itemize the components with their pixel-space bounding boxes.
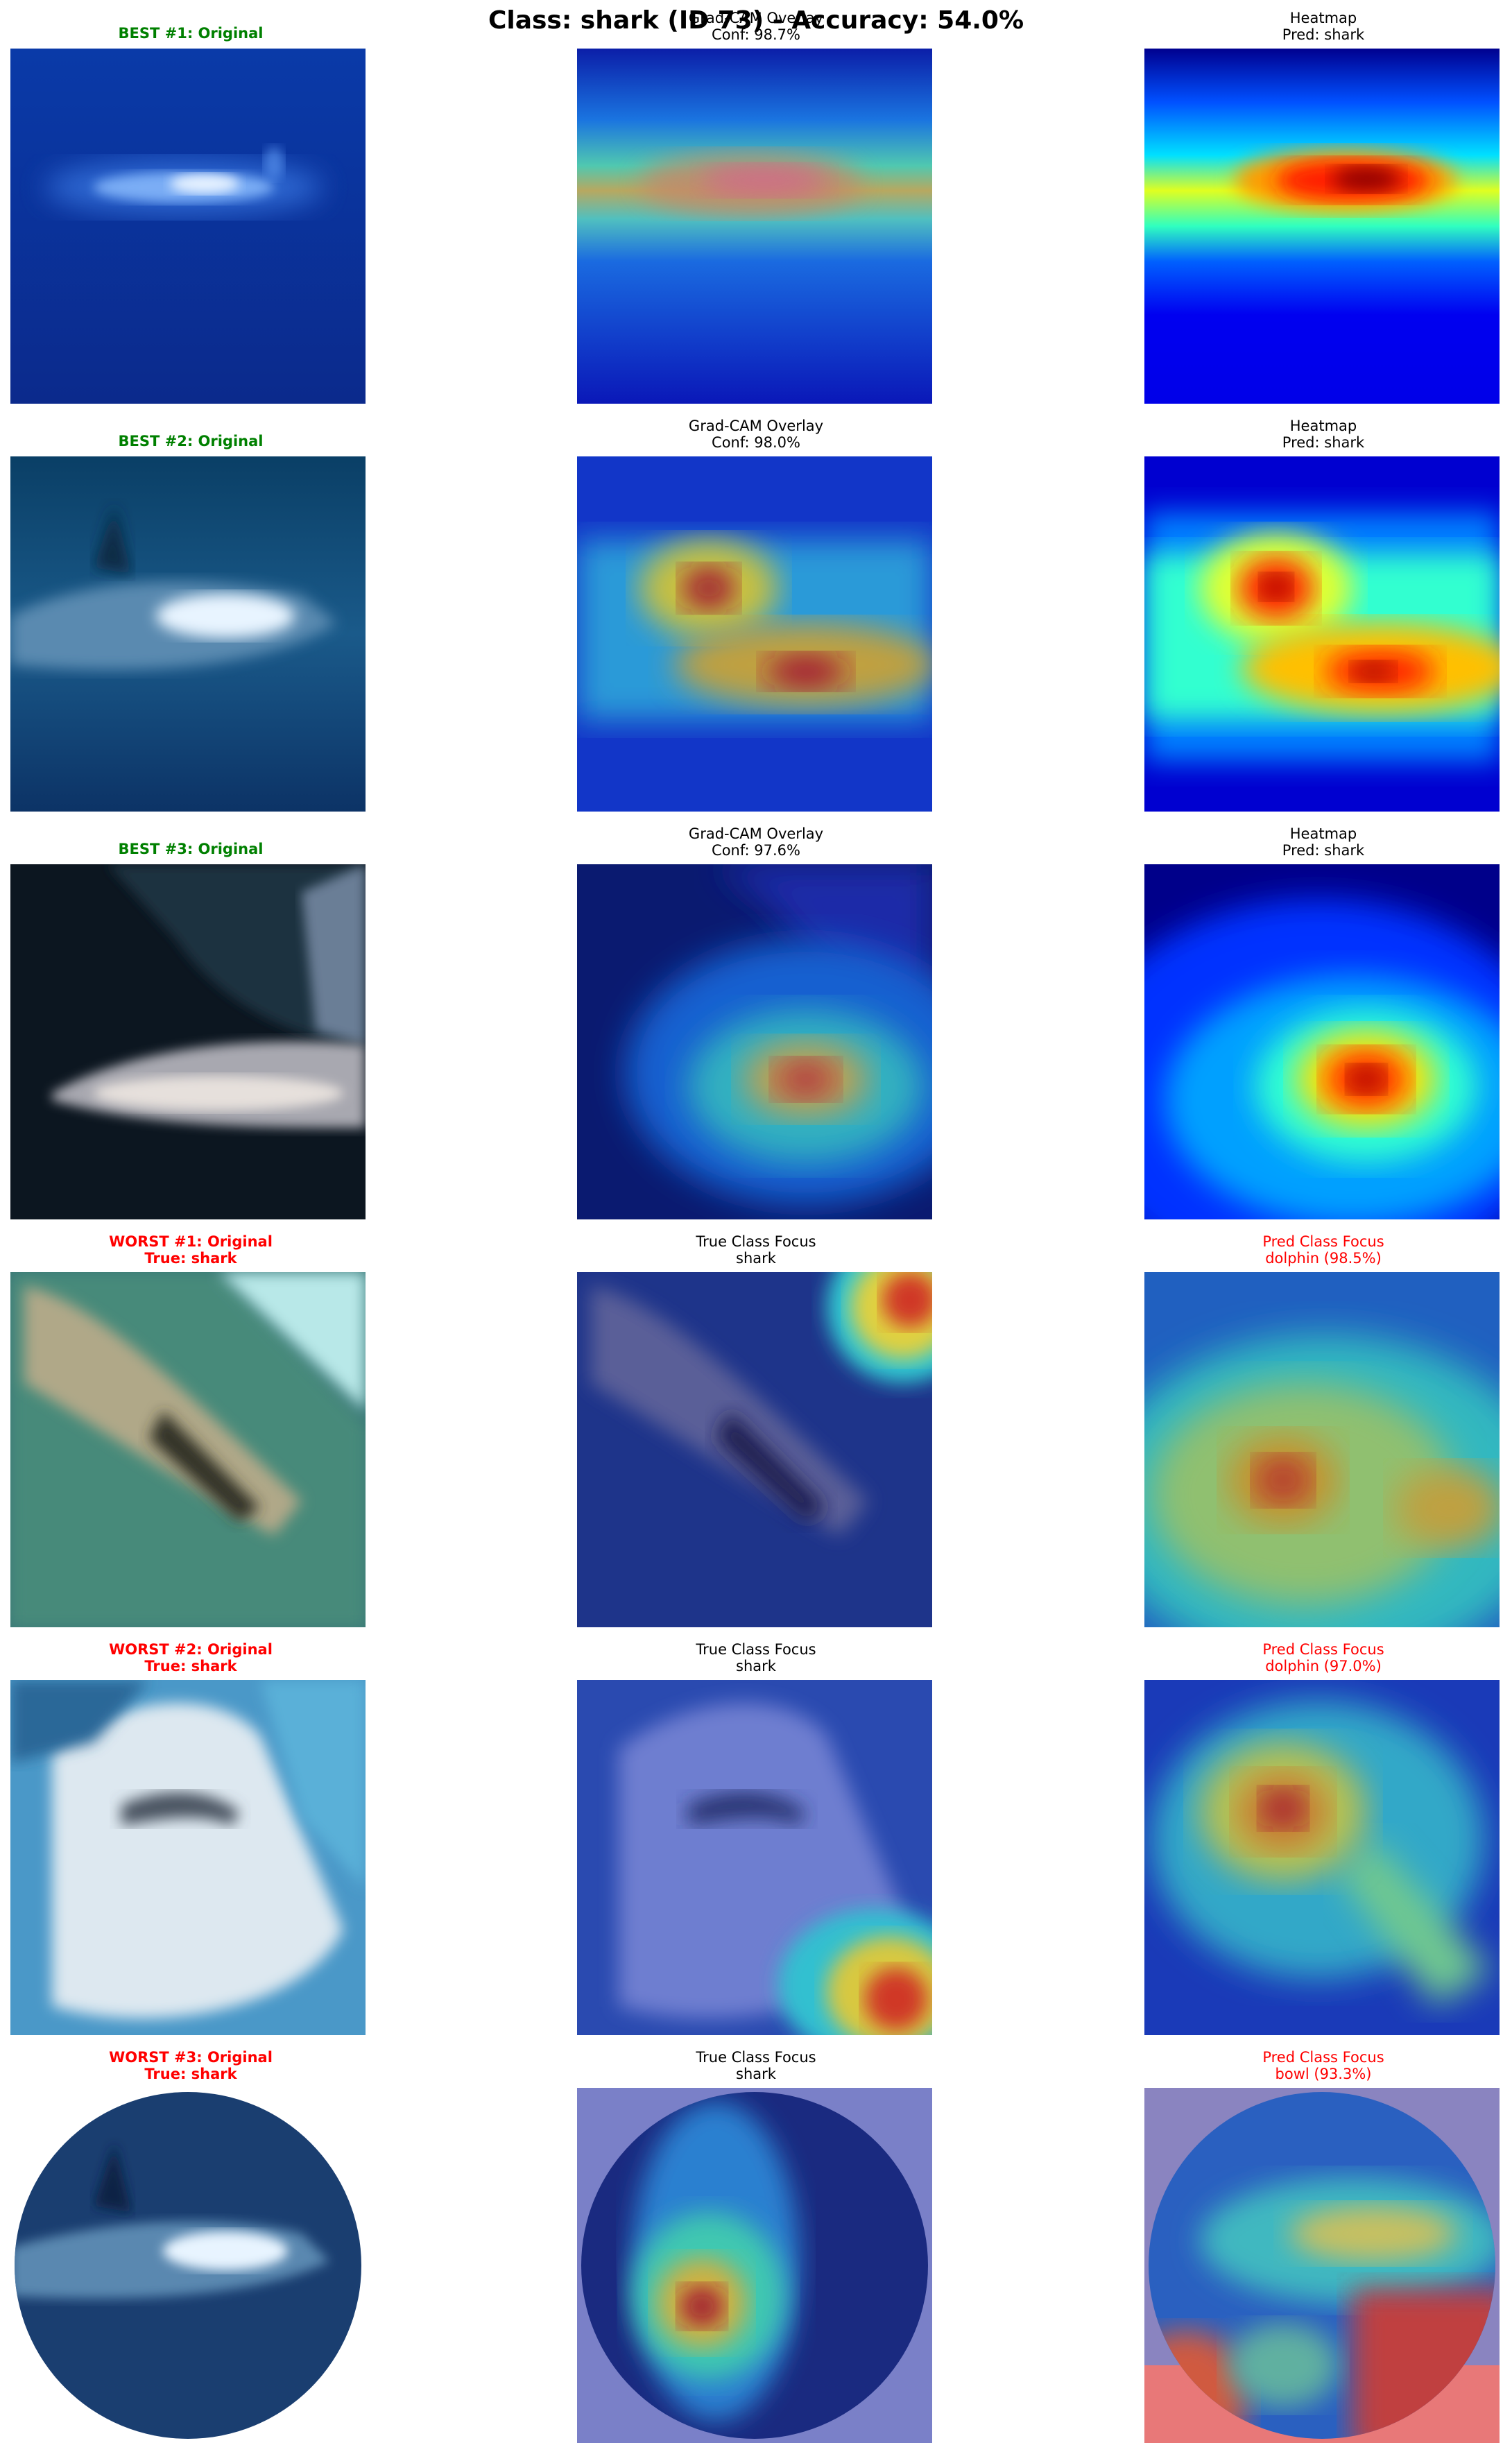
best-2-original-title: BEST #2: Original	[10, 433, 371, 449]
best-1-original-image	[10, 49, 366, 404]
best-3-original-title: BEST #3: Original	[10, 841, 371, 857]
worst-1-original-image	[10, 1272, 366, 1627]
best-2-original-image	[10, 456, 366, 812]
worst-3-true-focus	[577, 2088, 932, 2443]
worst-1-pred-focus	[1144, 1272, 1500, 1627]
worst-2-original-title: WORST #2: Original True: shark	[10, 1641, 371, 1674]
worst-2-true-focus	[577, 1680, 932, 2035]
worst-1-true-focus-title: True Class Focus shark	[576, 1233, 936, 1267]
worst-3-pred-focus-title: Pred Class Focus bowl (93.3%)	[1143, 2049, 1504, 2082]
worst-3-pred-focus	[1144, 2088, 1500, 2443]
worst-3-original-image	[10, 2088, 366, 2443]
best-2-gradcam-overlay	[577, 456, 932, 812]
best-3-original-image	[10, 864, 366, 1219]
best-2-overlay-title: Grad-CAM Overlay Conf: 98.0%	[576, 418, 936, 451]
best-3-heatmap	[1144, 864, 1500, 1219]
best-3-heatmap-title: Heatmap Pred: shark	[1143, 825, 1504, 859]
best-3-overlay-title: Grad-CAM Overlay Conf: 97.6%	[576, 825, 936, 859]
worst-1-true-focus	[577, 1272, 932, 1627]
best-1-original-title: BEST #1: Original	[10, 25, 371, 42]
worst-1-pred-focus-title: Pred Class Focus dolphin (98.5%)	[1143, 1233, 1504, 1267]
worst-2-pred-focus-title: Pred Class Focus dolphin (97.0%)	[1143, 1641, 1504, 1674]
worst-3-original-title: WORST #3: Original True: shark	[10, 2049, 371, 2082]
best-1-gradcam-overlay	[577, 49, 932, 404]
best-1-overlay-title: Grad-CAM Overlay Conf: 98.7%	[576, 10, 936, 43]
worst-3-true-focus-title: True Class Focus shark	[576, 2049, 936, 2082]
worst-1-original-title: WORST #1: Original True: shark	[10, 1233, 371, 1267]
best-1-heatmap-title: Heatmap Pred: shark	[1143, 10, 1504, 43]
worst-2-pred-focus	[1144, 1680, 1500, 2035]
worst-2-original-image	[10, 1680, 366, 2035]
best-3-gradcam-overlay	[577, 864, 932, 1219]
worst-2-true-focus-title: True Class Focus shark	[576, 1641, 936, 1674]
best-2-heatmap	[1144, 456, 1500, 812]
best-1-heatmap	[1144, 49, 1500, 404]
best-2-heatmap-title: Heatmap Pred: shark	[1143, 418, 1504, 451]
